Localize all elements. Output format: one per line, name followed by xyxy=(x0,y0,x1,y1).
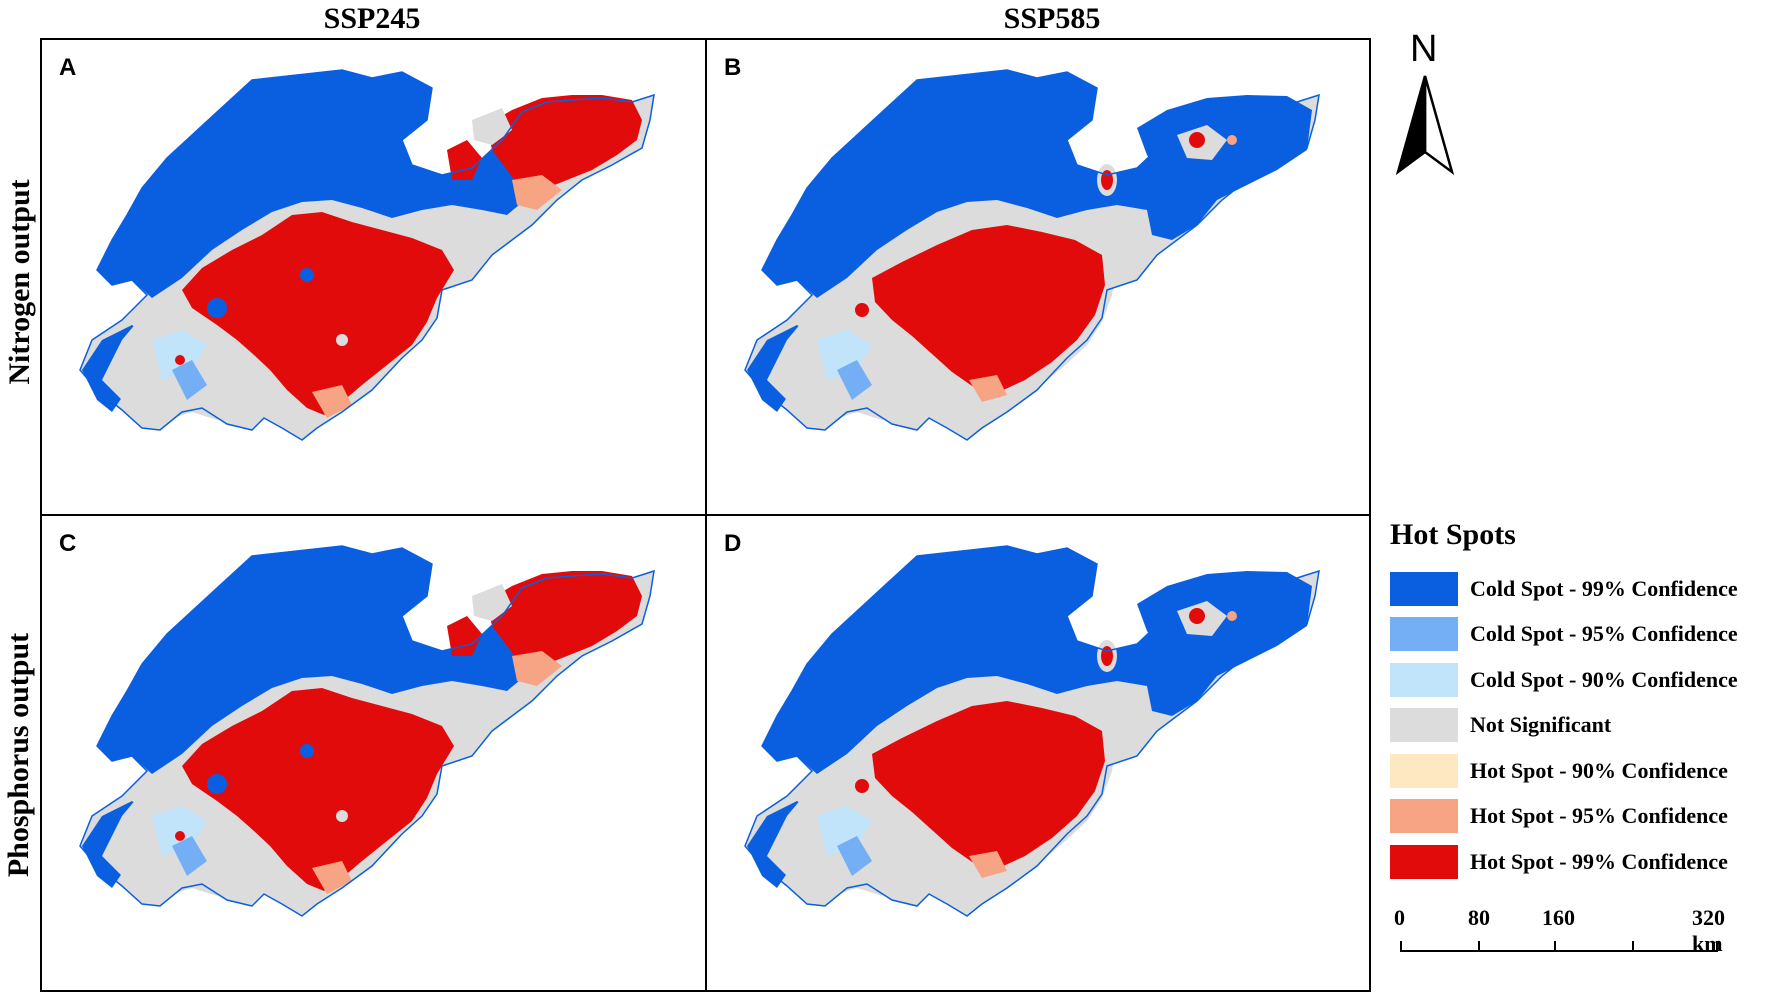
legend-title: Hot Spots xyxy=(1390,518,1516,551)
legend-item: Cold Spot - 99% Confidence xyxy=(1390,566,1784,612)
province-border xyxy=(79,69,655,441)
legend-label: Hot Spot - 95% Confidence xyxy=(1470,803,1728,829)
cold-spot-99-region xyxy=(207,774,227,794)
cold-spot-99-region xyxy=(97,546,567,774)
column-title-ssp585: SSP585 xyxy=(1003,2,1101,35)
map-panel-a: A xyxy=(42,40,705,514)
legend-label: Hot Spot - 90% Confidence xyxy=(1470,757,1728,783)
hot-spot-95-region xyxy=(512,651,562,686)
scale-bar: 0 80 160 320 km xyxy=(1392,905,1752,965)
hot-spot-99-region xyxy=(855,779,869,793)
legend-item: Hot Spot - 99% Confidence xyxy=(1390,839,1784,885)
hot-spot-99-region xyxy=(1189,608,1205,624)
map-panel-d: D xyxy=(707,516,1370,990)
north-arrow-icon xyxy=(1395,75,1455,176)
hot-spot-99-region xyxy=(487,571,642,666)
legend-item: Cold Spot - 95% Confidence xyxy=(1390,612,1784,658)
hotspot-map-c xyxy=(79,545,655,917)
scale-tick xyxy=(1400,941,1402,952)
hot-spot-95-region xyxy=(1227,135,1237,145)
cold-spot-95-region xyxy=(837,360,872,400)
hot-spot-95-region xyxy=(969,375,1007,402)
scale-label-160: 160 xyxy=(1542,905,1575,930)
legend-item: Hot Spot - 95% Confidence xyxy=(1390,794,1784,840)
scale-tick xyxy=(1716,941,1718,952)
hot-spot-99-region xyxy=(447,140,482,180)
legend-label: Cold Spot - 90% Confidence xyxy=(1470,666,1738,692)
not-significant-region xyxy=(472,584,512,621)
hot-spot-95-region xyxy=(312,861,352,894)
scale-line xyxy=(1400,950,1718,952)
province-border xyxy=(744,545,1320,917)
hot-spot-95-region xyxy=(1227,611,1237,621)
north-label: N xyxy=(1410,28,1438,70)
hot-spot-99-region xyxy=(175,355,185,365)
cold-spot-99-region xyxy=(1137,571,1312,716)
map-panel-b: B xyxy=(707,40,1370,514)
panel-letter-c: C xyxy=(59,530,77,557)
cold-spot-99-region xyxy=(1137,95,1312,240)
row-title-nitrogen: Nitrogen output xyxy=(3,179,36,385)
row-title-phosphorus: Phosphorus output xyxy=(2,632,35,878)
scale-tick xyxy=(1478,941,1480,952)
hot-spot-99-region xyxy=(872,225,1105,392)
hot-spot-99-region xyxy=(855,303,869,317)
legend-swatch xyxy=(1390,617,1458,652)
cold-spot-95-region xyxy=(172,360,207,400)
column-title-ssp245: SSP245 xyxy=(323,2,421,35)
scale-label-80: 80 xyxy=(1468,905,1490,930)
cold-spot-99-region xyxy=(762,70,1232,298)
cold-spot-99-region xyxy=(762,546,1232,774)
hot-spot-99-region xyxy=(487,95,642,190)
legend-swatch xyxy=(1390,571,1458,606)
grid-divider-horizontal xyxy=(40,514,1371,516)
cold-spot-95-region xyxy=(837,836,872,876)
legend-item: Hot Spot - 90% Confidence xyxy=(1390,748,1784,794)
hot-spot-95-region xyxy=(969,851,1007,878)
cold-spot-99-region xyxy=(300,744,314,758)
cold-spot-95-region xyxy=(172,836,207,876)
not-significant-region xyxy=(472,108,512,145)
not-significant-region xyxy=(336,810,348,822)
legend-swatch xyxy=(1390,844,1458,879)
legend-swatch xyxy=(1390,662,1458,697)
hot-spot-95-region xyxy=(512,175,562,210)
legend: Hot Spots Cold Spot - 99% Confidence Cold… xyxy=(1390,518,1784,885)
hot-spot-99-region xyxy=(182,212,454,415)
panel-letter-b: B xyxy=(724,54,742,81)
hotspot-map-b xyxy=(744,69,1320,441)
legend-swatch xyxy=(1390,753,1458,788)
province-border xyxy=(744,69,1320,441)
hot-spot-95-region xyxy=(312,385,352,418)
legend-label: Cold Spot - 95% Confidence xyxy=(1470,621,1738,647)
legend-swatch xyxy=(1390,799,1458,834)
hot-spot-99-region xyxy=(447,616,482,656)
province-border xyxy=(79,545,655,917)
not-significant-region xyxy=(336,334,348,346)
legend-item: Cold Spot - 90% Confidence xyxy=(1390,657,1784,703)
cold-spot-99-region xyxy=(97,70,567,298)
hotspot-map-a xyxy=(79,69,655,441)
hot-spot-99-region xyxy=(872,701,1105,868)
map-panel-c: C xyxy=(42,516,705,990)
legend-label: Cold Spot - 99% Confidence xyxy=(1470,575,1738,601)
hot-spot-99-region xyxy=(1189,132,1205,148)
scale-label-0: 0 xyxy=(1394,905,1405,930)
cold-spot-99-region xyxy=(207,298,227,318)
legend-label: Hot Spot - 99% Confidence xyxy=(1470,848,1728,874)
panel-letter-a: A xyxy=(59,54,77,81)
cold-spot-99-region xyxy=(300,268,314,282)
hotspot-map-d xyxy=(744,545,1320,917)
panel-letter-d: D xyxy=(724,530,742,557)
hot-spot-99-region xyxy=(182,688,454,891)
scale-tick xyxy=(1554,941,1556,952)
legend-label: Not Significant xyxy=(1470,712,1612,738)
legend-swatch xyxy=(1390,708,1458,743)
hot-spot-99-region xyxy=(175,831,185,841)
legend-item: Not Significant xyxy=(1390,703,1784,749)
scale-tick xyxy=(1632,941,1634,952)
